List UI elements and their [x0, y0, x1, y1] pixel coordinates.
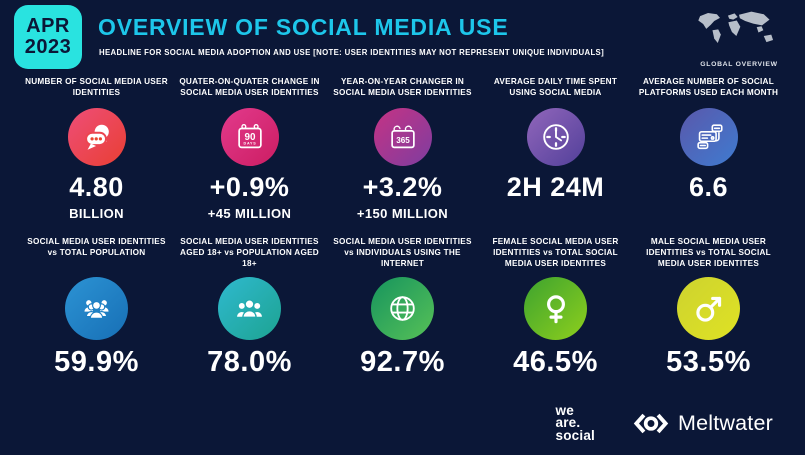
stat-subvalue: BILLION	[69, 206, 124, 221]
stat-value: 6.6	[688, 172, 729, 202]
stat-card-yoy-change: YEAR-ON-YEAR CHANGER IN SOCIAL MEDIA USE…	[330, 77, 475, 221]
global-overview-badge: GLOBAL OVERVIEW	[687, 5, 791, 68]
page-subtitle: HEADLINE FOR SOCIAL MEDIA ADOPTION AND U…	[99, 48, 605, 57]
people-three-icon	[237, 299, 262, 318]
date-badge: APR 2023	[14, 5, 82, 69]
stat-icon-circle	[65, 277, 128, 340]
stat-label: QUATER-ON-QUATER CHANGE IN SOCIAL MEDIA …	[179, 77, 320, 97]
stat-label: SOCIAL MEDIA USER IDENTITIES AGED 18+ vs…	[180, 237, 319, 268]
we-are-social-logo: we are. social	[555, 402, 595, 444]
stat-icon-circle	[679, 108, 738, 166]
stats-row-2: SOCIAL MEDIA USER IDENTITIES vs TOTAL PO…	[0, 237, 805, 379]
we-are-social-line: social	[555, 428, 595, 444]
stat-card-qoq-change: QUATER-ON-QUATER CHANGE IN SOCIAL MEDIA …	[177, 77, 322, 221]
we-are-social-line: we	[555, 402, 574, 418]
stat-label: MALE SOCIAL MEDIA USER IDENTITIES vs TOT…	[646, 237, 771, 268]
stat-label: YEAR-ON-YEAR CHANGER IN SOCIAL MEDIA USE…	[333, 77, 472, 97]
stat-card-platforms-count: AVERAGE NUMBER OF SOCIAL PLATFORMS USED …	[636, 77, 781, 221]
stat-card-male-share: MALE SOCIAL MEDIA USER IDENTITIES vs TOT…	[636, 237, 781, 379]
stat-card-female-share: FEMALE SOCIAL MEDIA USER IDENTITIES vs T…	[483, 237, 628, 379]
platforms-icon	[696, 124, 723, 150]
stat-icon-circle	[524, 277, 587, 340]
calendar-number: 90	[244, 132, 256, 143]
title-block: OVERVIEW OF SOCIAL MEDIA USE HEADLINE FO…	[98, 5, 604, 57]
date-year: 2023	[24, 36, 72, 58]
header: APR 2023 OVERVIEW OF SOCIAL MEDIA USE HE…	[0, 0, 805, 69]
stat-card-daily-time: AVERAGE DAILY TIME SPENT USING SOCIAL ME…	[483, 77, 628, 221]
we-are-social-line: are.	[555, 415, 581, 431]
stat-icon-circle: 90 DAYS	[220, 108, 279, 166]
stat-value: +3.2%	[362, 172, 443, 202]
meltwater-wordmark: Meltwater	[678, 411, 773, 436]
male-symbol-icon	[695, 296, 721, 322]
clock-icon	[542, 124, 569, 150]
meltwater-eye-icon	[633, 414, 669, 434]
female-symbol-icon	[546, 294, 565, 323]
calendar-365-icon: 365	[390, 125, 415, 149]
stat-label: AVERAGE DAILY TIME SPENT USING SOCIAL ME…	[493, 77, 618, 97]
stats-row-1: NUMBER OF SOCIAL MEDIA USER IDENTITIES 4…	[0, 77, 805, 221]
stat-value: 92.7%	[360, 346, 445, 378]
calendar-caption: DAYS	[243, 142, 256, 146]
stat-card-vs-internet-users: SOCIAL MEDIA USER IDENTITIES vs INDIVIDU…	[330, 237, 475, 379]
stat-icon-circle	[67, 108, 126, 166]
stat-value: 59.9%	[54, 346, 139, 378]
date-month: APR	[26, 15, 70, 38]
stat-value: +0.9%	[209, 172, 290, 202]
stat-label: SOCIAL MEDIA USER IDENTITIES vs TOTAL PO…	[27, 237, 166, 257]
stat-label: FEMALE SOCIAL MEDIA USER IDENTITIES vs T…	[492, 237, 619, 268]
stat-subvalue: +150 MILLION	[356, 206, 449, 221]
stat-card-18plus: SOCIAL MEDIA USER IDENTITIES AGED 18+ vs…	[177, 237, 322, 379]
stat-icon-circle	[218, 277, 281, 340]
stat-card-social-media-users: NUMBER OF SOCIAL MEDIA USER IDENTITIES 4…	[24, 77, 169, 221]
page-title: OVERVIEW OF SOCIAL MEDIA USE	[98, 14, 509, 40]
calendar-number: 365	[396, 136, 410, 145]
stat-value: 46.5%	[513, 346, 598, 378]
stat-label: NUMBER OF SOCIAL MEDIA USER IDENTITIES	[25, 77, 168, 97]
globe-icon	[390, 296, 415, 321]
stat-label: AVERAGE NUMBER OF SOCIAL PLATFORMS USED …	[638, 77, 779, 97]
calendar-90-days-icon: 90 DAYS	[237, 124, 262, 149]
stat-card-vs-population: SOCIAL MEDIA USER IDENTITIES vs TOTAL PO…	[24, 237, 169, 379]
chat-bubbles-icon	[84, 124, 109, 150]
stat-value: 53.5%	[666, 346, 751, 378]
stat-icon-circle: 365	[373, 108, 432, 166]
stat-icon-circle	[371, 277, 434, 340]
stat-subvalue: +45 MILLION	[207, 206, 292, 221]
meltwater-logo: Meltwater	[633, 411, 773, 436]
stat-icon-circle	[526, 108, 585, 166]
people-group-icon	[84, 300, 109, 319]
stat-label: SOCIAL MEDIA USER IDENTITIES vs INDIVIDU…	[333, 237, 472, 268]
stat-value: 78.0%	[207, 346, 292, 378]
stat-value: 2H 24M	[506, 172, 605, 202]
global-overview-label: GLOBAL OVERVIEW	[700, 61, 778, 68]
world-map-icon	[698, 11, 774, 44]
stat-icon-circle	[677, 277, 740, 340]
footer: we are. social Meltwater	[555, 402, 773, 444]
stat-value: 4.80	[69, 172, 124, 202]
